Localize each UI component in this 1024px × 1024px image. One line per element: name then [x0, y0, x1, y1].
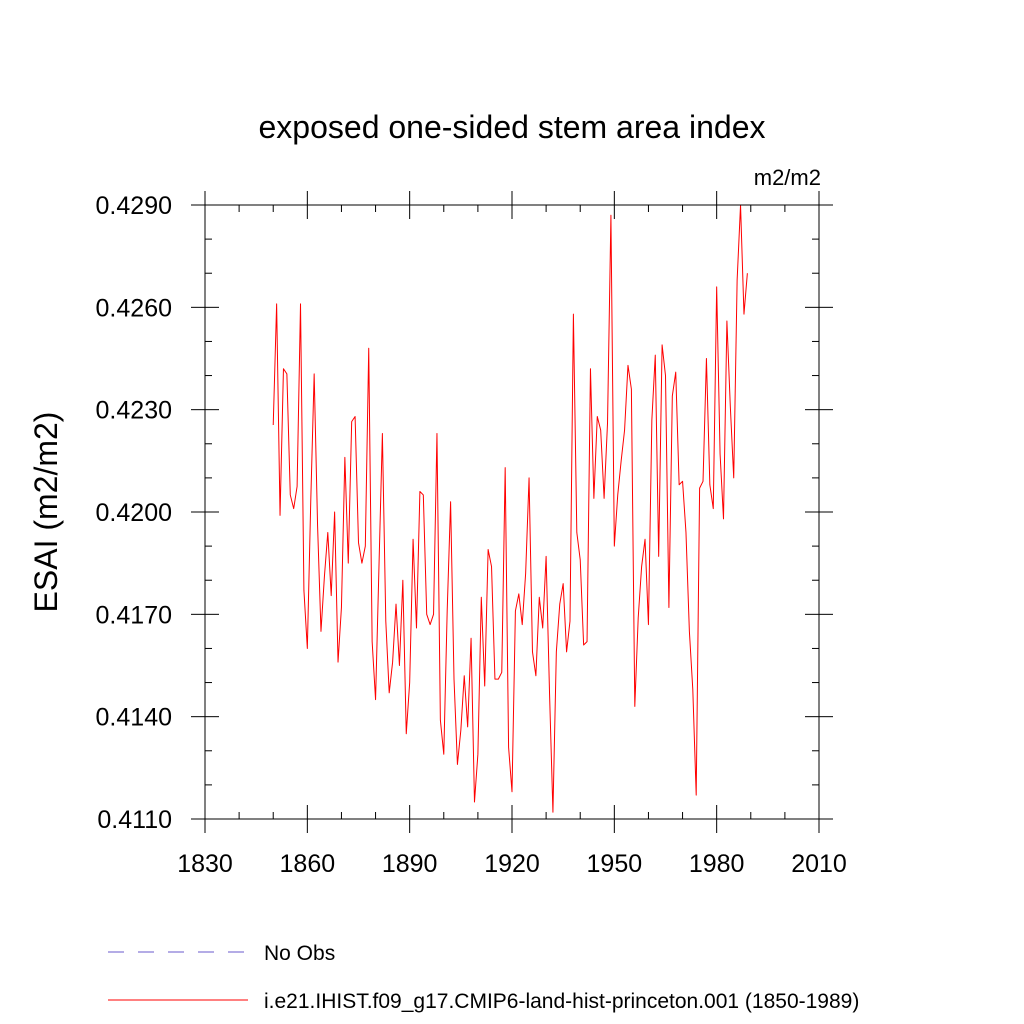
x-tick-label: 1890 [382, 850, 438, 878]
x-tick-label: 1980 [689, 850, 745, 878]
series-line [272, 204, 748, 813]
x-tick-label: 1830 [177, 850, 233, 878]
x-tick-label: 2010 [791, 850, 847, 878]
legend: No Obs i.e21.IHIST.f09_g17.CMIP6-land-his… [108, 942, 859, 1013]
y-tick-label: 0.4110 [97, 806, 172, 834]
units-label: m2/m2 [754, 165, 821, 190]
legend-label: No Obs [264, 942, 335, 965]
y-tick-labels: 0.4110 0.4140 0.4170 0.4200 0.4230 0.4260 0.42… [96, 192, 172, 834]
legend-label: i.e21.IHIST.f09_g17.CMIP6-land-hist-prin… [264, 990, 859, 1013]
y-tick-label: 0.4230 [96, 397, 172, 425]
y-tick-label: 0.4200 [96, 499, 172, 527]
y-axis-label: ESAI (m2/m2) [28, 412, 64, 613]
x-tick-labels: 1830 1860 1890 1920 1950 1980 2010 [177, 850, 847, 878]
plot-lines [272, 204, 748, 813]
y-tick-label: 0.4140 [96, 704, 172, 732]
x-tick-label: 1920 [484, 850, 540, 878]
y-tick-label: 0.4260 [96, 294, 172, 322]
y-tick-label: 0.4290 [96, 192, 172, 220]
axis-ticks [191, 191, 833, 833]
plot-frame [204, 204, 820, 820]
x-tick-label: 1860 [280, 850, 336, 878]
chart-title: exposed one-sided stem area index [259, 109, 766, 145]
y-tick-label: 0.4170 [96, 601, 172, 629]
x-tick-label: 1950 [587, 850, 643, 878]
